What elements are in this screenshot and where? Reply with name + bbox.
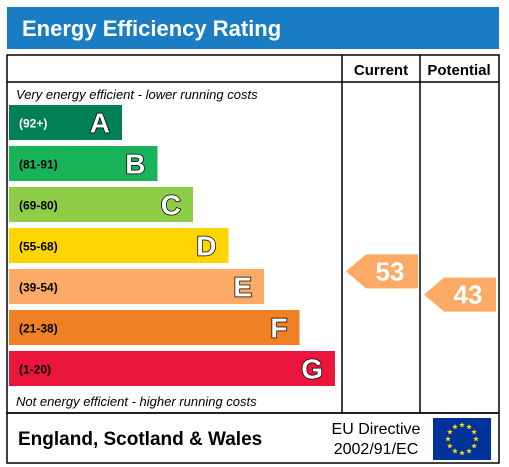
rating-bands: (92+) A (81-91) B (69-80) C (55-68) D (39-54) E (2… xyxy=(9,105,335,386)
potential-rating-arrow xyxy=(424,277,496,312)
eu-star xyxy=(452,423,458,430)
band-letter-f: F xyxy=(270,313,287,344)
potential-rating-value: 43 xyxy=(454,280,483,310)
eu-star xyxy=(452,448,458,454)
band-bar-e xyxy=(9,269,264,304)
eu-star xyxy=(471,429,477,435)
rating-current: 53 xyxy=(346,254,418,289)
eu-star xyxy=(459,450,465,456)
band-range-e: (39-54) xyxy=(19,281,58,295)
band-f: (21-38) F xyxy=(9,310,300,345)
band-letter-g: G xyxy=(301,354,323,385)
potential-column-header: Potential xyxy=(427,62,490,79)
footer-frame xyxy=(6,412,500,464)
current-rating-value: 53 xyxy=(376,256,405,286)
eu-star xyxy=(471,443,477,449)
band-letter-c: C xyxy=(161,190,181,221)
band-range-f: (21-38) xyxy=(19,322,58,336)
title-bar xyxy=(7,7,499,49)
band-letter-d: D xyxy=(196,231,216,262)
eu-star xyxy=(447,443,453,449)
band-e: (39-54) E xyxy=(9,269,264,304)
band-bar-f xyxy=(9,310,300,345)
bottom-note: Not energy efficient - higher running co… xyxy=(16,394,257,409)
eu-star xyxy=(459,422,465,428)
band-range-a: (92+) xyxy=(19,117,47,131)
band-letter-e: E xyxy=(233,272,252,303)
footer-region: England, Scotland & Wales xyxy=(18,429,262,450)
eu-star xyxy=(466,448,472,454)
band-b: (81-91) B xyxy=(9,146,158,181)
eu-flag-icon xyxy=(433,418,491,460)
band-range-b: (81-91) xyxy=(19,158,58,172)
band-range-d: (55-68) xyxy=(19,240,58,254)
chart-title: Energy Efficiency Rating xyxy=(22,16,281,41)
band-bar-d xyxy=(9,228,229,263)
band-letter-a: A xyxy=(90,108,110,139)
rating-potential: 43 xyxy=(424,277,496,312)
band-range-c: (69-80) xyxy=(19,199,58,213)
band-c: (69-80) C xyxy=(9,187,193,222)
band-a: (92+) A xyxy=(9,105,122,140)
eu-star xyxy=(473,436,479,442)
band-g: (1-20) G xyxy=(9,351,335,386)
band-range-g: (1-20) xyxy=(19,363,51,377)
eu-star xyxy=(447,429,453,435)
band-bar-c xyxy=(9,187,193,222)
eu-directive-number: 2002/91/EC xyxy=(334,441,419,458)
band-bar-b xyxy=(9,146,158,181)
band-bar-g xyxy=(9,351,335,386)
eu-directive-label: EU Directive xyxy=(332,421,421,438)
current-column-header: Current xyxy=(354,62,408,79)
current-rating-arrow xyxy=(346,254,418,289)
band-letter-b: B xyxy=(125,149,145,180)
eu-star xyxy=(445,436,451,442)
rating-arrows: 53 43 xyxy=(346,254,496,312)
band-bar-a xyxy=(9,105,122,140)
band-d: (55-68) D xyxy=(9,228,229,263)
top-note: Very energy efficient - lower running co… xyxy=(16,87,258,102)
eu-star xyxy=(466,423,472,430)
